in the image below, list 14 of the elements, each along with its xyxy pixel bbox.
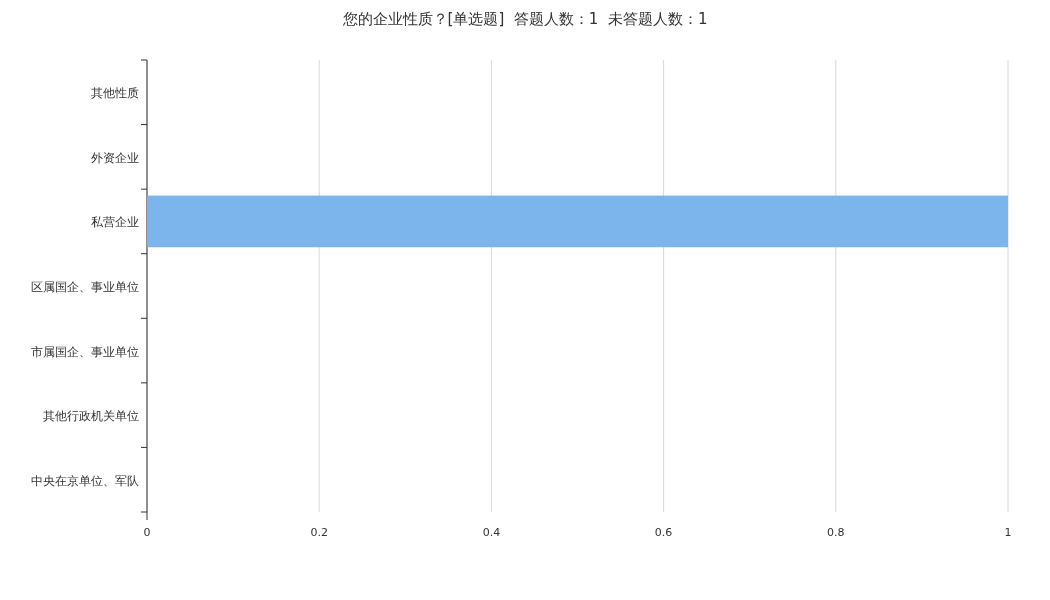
y-tick-label: 区属国企、事业单位 <box>31 280 139 294</box>
x-tick-label: 1 <box>1004 526 1012 539</box>
y-tick-label: 中央在京单位、军队 <box>31 473 139 488</box>
y-tick-label: 其他行政机关单位 <box>43 409 139 424</box>
y-tick-label: 私营企业 <box>91 215 139 230</box>
x-tick-label: 0.2 <box>310 526 328 539</box>
y-tick-label: 其他性质 <box>91 86 139 101</box>
y-tick-label: 市属国企、事业单位 <box>31 344 139 359</box>
x-tick-label: 0.4 <box>482 526 501 539</box>
x-tick-label: 0 <box>143 526 151 539</box>
title: 您的企业性质？[单选题] 答题人数：1 未答题人数：1 <box>342 10 708 28</box>
x-tick-label: 0.6 <box>654 526 673 539</box>
x-tick-label: 0.8 <box>827 526 845 539</box>
y-tick-label: 外资企业 <box>91 150 139 165</box>
